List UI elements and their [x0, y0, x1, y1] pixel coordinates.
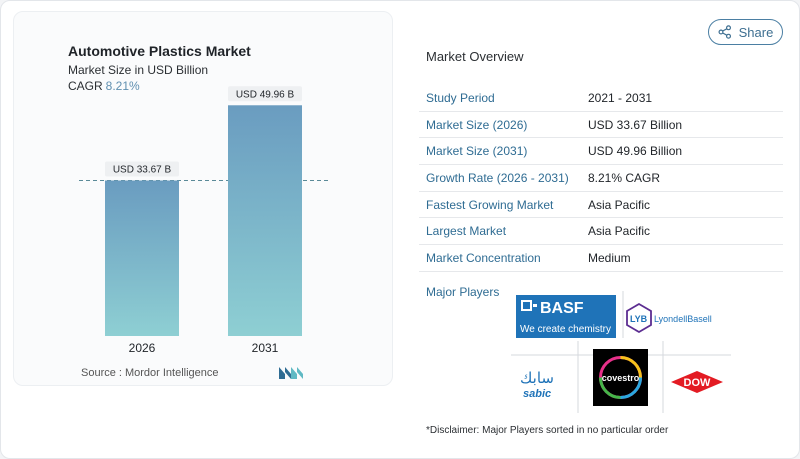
value-label: USD 49.96 B — [236, 89, 295, 100]
row-value: 2021 - 2031 — [588, 90, 653, 105]
cagr-label: CAGR — [68, 79, 103, 93]
disclaimer-note: *Disclaimer: Major Players sorted in no … — [426, 425, 669, 436]
covestro-logo: covestro — [593, 349, 648, 406]
chart-panel — [13, 11, 393, 386]
major-players-logos: BASF We create chemistry LYB LyondellBas… — [511, 291, 731, 413]
share-icon — [718, 25, 731, 39]
basf-tagline: We create chemistry — [520, 324, 611, 335]
chart-cagr: CAGR 8.21% — [68, 79, 140, 93]
overview-row-fastest-growing: Fastest Growing Market Asia Pacific — [419, 192, 783, 219]
lyb-mark: LYB — [630, 314, 648, 324]
row-value: USD 33.67 Billion — [588, 117, 683, 132]
row-value: USD 49.96 Billion — [588, 144, 683, 159]
overview-title: Market Overview — [426, 49, 524, 64]
row-value: Asia Pacific — [588, 224, 651, 239]
lyondellbasell-logo: LYB LyondellBasell — [626, 302, 712, 334]
row-label: Fastest Growing Market — [426, 197, 554, 212]
source-label: Source : — [81, 367, 122, 379]
overview-row-largest-market: Largest Market Asia Pacific — [419, 218, 783, 246]
bar-2031 — [228, 105, 302, 336]
major-players-label: Major Players — [426, 285, 500, 299]
dow-name: DOW — [684, 377, 712, 389]
overview-row-study-period: Study Period 2021 - 2031 — [419, 85, 783, 112]
dow-logo: DOW — [671, 371, 723, 393]
value-label-bg — [228, 86, 302, 102]
bar-chart: USD 33.67 B 2026 USD 49.96 B 2031 — [79, 86, 331, 355]
row-label: Growth Rate (2026 - 2031) — [426, 170, 569, 185]
chart-title: Automotive Plastics Market — [68, 43, 251, 59]
row-value: 8.21% CAGR — [588, 170, 661, 185]
sabic-arabic: سابك — [520, 369, 554, 387]
bar-2026 — [105, 180, 179, 336]
source-note: Source : Mordor Intelligence — [81, 367, 219, 379]
row-label: Market Concentration — [426, 250, 541, 265]
overview-row-market-size-2026: Market Size (2026) USD 33.67 Billion — [419, 112, 783, 139]
sabic-logo: سابك sabic — [520, 369, 554, 400]
row-value: Asia Pacific — [588, 197, 651, 212]
row-label: Largest Market — [426, 224, 507, 239]
category-label: 2031 — [252, 341, 279, 355]
mordor-logo-icon — [279, 367, 303, 379]
row-value: Medium — [588, 250, 631, 265]
category-label: 2026 — [129, 341, 156, 355]
covestro-name: covestro — [602, 373, 640, 383]
share-label: Share — [738, 24, 774, 40]
value-label: USD 33.67 B — [113, 165, 172, 176]
lyb-name: LyondellBasell — [654, 314, 712, 324]
sabic-latin: sabic — [523, 388, 551, 400]
chart-subtitle: Market Size in USD Billion — [68, 63, 209, 77]
row-label: Study Period — [426, 90, 495, 105]
overview-row-market-size-2031: Market Size (2031) USD 49.96 Billion — [419, 138, 783, 166]
value-label-bg — [105, 161, 179, 177]
overview-row-growth-rate: Growth Rate (2026 - 2031) 8.21% CAGR — [419, 165, 783, 192]
basf-logo: BASF We create chemistry — [516, 295, 616, 338]
overview-row-concentration: Market Concentration Medium — [419, 245, 783, 272]
basf-name: BASF — [540, 300, 584, 317]
overview-table: Study Period 2021 - 2031 Market Size (20… — [419, 85, 783, 272]
cagr-value: 8.21% — [105, 79, 140, 93]
row-label: Market Size (2026) — [426, 117, 528, 132]
source-name: Mordor Intelligence — [124, 367, 219, 379]
share-button[interactable]: Share — [708, 19, 783, 45]
row-label: Market Size (2031) — [426, 144, 528, 159]
